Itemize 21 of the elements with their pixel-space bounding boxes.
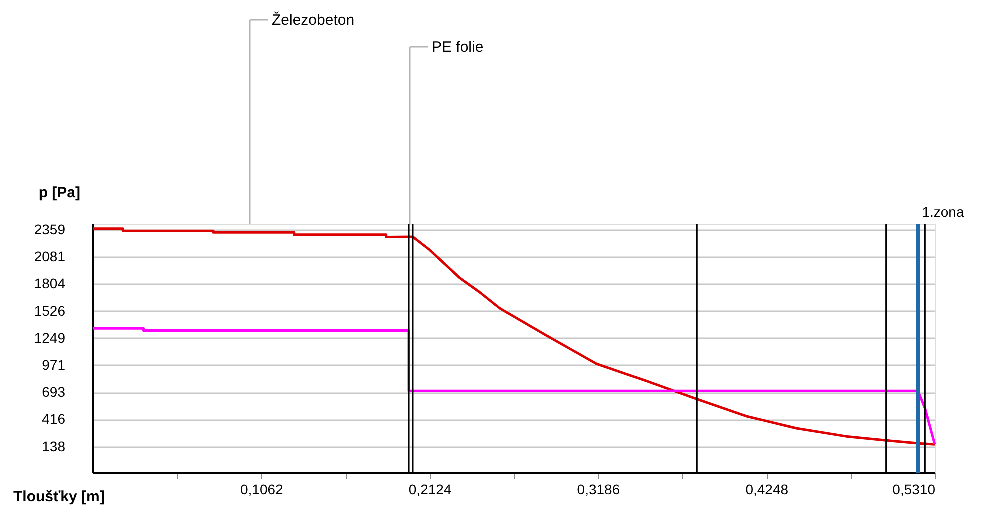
x-tick-label: 0,3186 <box>577 482 620 498</box>
ref-line-label: 1.zona <box>922 204 964 220</box>
y-tick-label: 693 <box>42 384 66 400</box>
x-tick-label: 0,4248 <box>746 482 789 498</box>
y-tick-label: 138 <box>42 438 66 454</box>
y-axis-title: p [Pa] <box>38 184 80 202</box>
x-tick-label: 0,2124 <box>408 482 452 498</box>
y-tick-label: 1804 <box>34 276 66 292</box>
y-tick-label: 1249 <box>34 330 66 346</box>
y-tick-label: 1526 <box>34 302 66 319</box>
line-series <box>92 228 936 446</box>
x-axis-title: Tloušťky [m] <box>14 488 105 506</box>
y-tick-label: 416 <box>42 411 66 428</box>
y-tick-label: 2081 <box>34 248 66 265</box>
text: PE folie <box>432 39 484 56</box>
y-tick-label: 971 <box>42 356 66 373</box>
y-tick-label: 2359 <box>34 221 66 238</box>
x-tick-label: 0,5310 <box>892 482 936 498</box>
line-series <box>92 327 936 446</box>
text: Železobeton <box>272 11 355 29</box>
x-tick-label: 0,1062 <box>240 482 284 498</box>
